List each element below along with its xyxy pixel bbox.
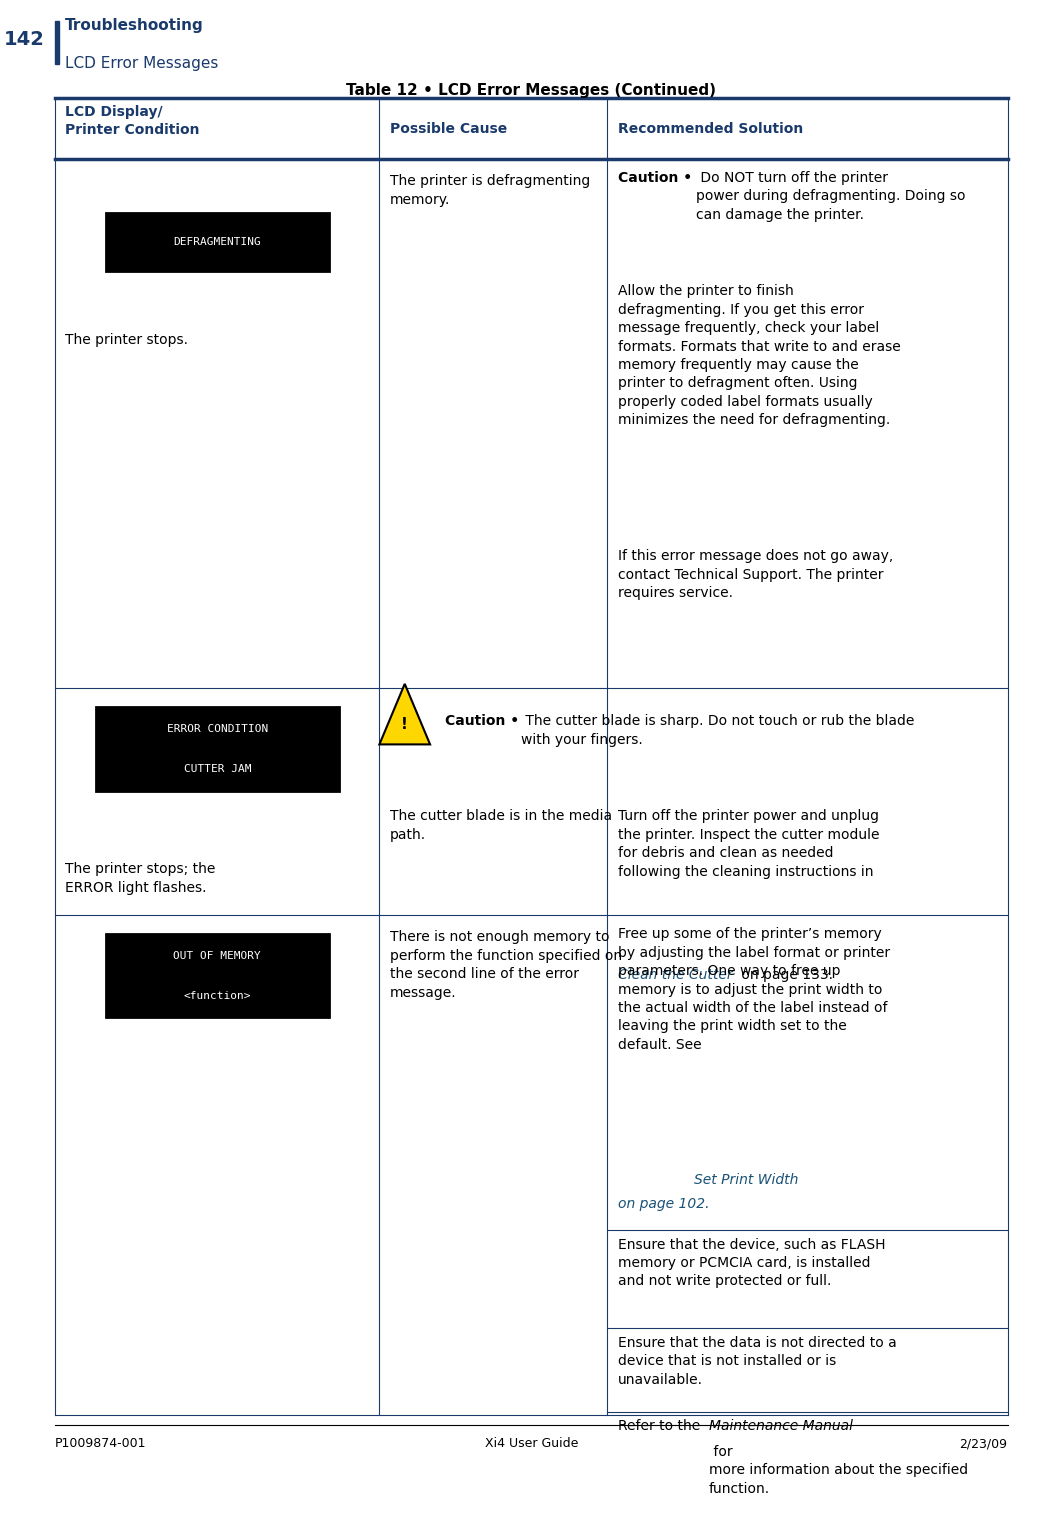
Text: Ensure that the data is not directed to a
device that is not installed or is
una: Ensure that the data is not directed to … [618, 1336, 896, 1387]
Text: 142: 142 [4, 30, 45, 48]
Text: 2/23/09: 2/23/09 [959, 1437, 1008, 1451]
Text: The printer stops; the
ERROR light flashes.: The printer stops; the ERROR light flash… [65, 862, 216, 894]
Text: Troubleshooting: Troubleshooting [65, 18, 204, 33]
Text: P1009874-001: P1009874-001 [55, 1437, 146, 1451]
Text: Caution •: Caution • [445, 714, 519, 728]
Polygon shape [380, 684, 430, 744]
FancyBboxPatch shape [106, 213, 329, 271]
Text: There is not enough memory to
perform the function specified on
the second line : There is not enough memory to perform th… [389, 930, 622, 1000]
Text: !: ! [402, 717, 408, 732]
Text: The cutter blade is in the media
path.: The cutter blade is in the media path. [389, 809, 611, 841]
Text: The printer is defragmenting
memory.: The printer is defragmenting memory. [389, 174, 590, 207]
Text: LCD Error Messages: LCD Error Messages [65, 56, 219, 71]
Text: on page 133.: on page 133. [737, 968, 834, 982]
Text: DEFRAGMENTING: DEFRAGMENTING [173, 238, 262, 247]
Text: CUTTER JAM: CUTTER JAM [184, 764, 251, 773]
Text: Allow the printer to finish
defragmenting. If you get this error
message frequen: Allow the printer to finish defragmentin… [618, 284, 900, 427]
Text: Possible Cause: Possible Cause [389, 121, 507, 136]
Text: Recommended Solution: Recommended Solution [618, 121, 802, 136]
Text: The cutter blade is sharp. Do not touch or rub the blade
with your fingers.: The cutter blade is sharp. Do not touch … [521, 714, 914, 746]
Text: If this error message does not go away,
contact Technical Support. The printer
r: If this error message does not go away, … [618, 549, 893, 601]
Text: OUT OF MEMORY: OUT OF MEMORY [173, 952, 262, 961]
Text: Do NOT turn off the printer
power during defragmenting. Doing so
can damage the : Do NOT turn off the printer power during… [695, 171, 965, 222]
Text: Caution •: Caution • [618, 171, 691, 185]
FancyBboxPatch shape [95, 708, 338, 790]
Text: ERROR CONDITION: ERROR CONDITION [167, 725, 268, 734]
Text: on page 102.: on page 102. [618, 1197, 709, 1210]
Text: Set Print Width: Set Print Width [693, 1173, 798, 1186]
Text: The printer stops.: The printer stops. [65, 333, 188, 346]
Text: Table 12 • LCD Error Messages (Continued): Table 12 • LCD Error Messages (Continued… [347, 83, 716, 98]
Bar [55, 98, 1008, 159]
Text: Xi4 User Guide: Xi4 User Guide [485, 1437, 578, 1451]
Bar [55, 21, 59, 64]
Text: Clean the Cutter: Clean the Cutter [618, 968, 732, 982]
Text: Maintenance Manual: Maintenance Manual [709, 1419, 852, 1433]
Text: for
more information about the specified
function.: for more information about the specified… [709, 1445, 967, 1496]
Text: LCD Display/
Printer Condition: LCD Display/ Printer Condition [65, 104, 199, 138]
Text: Refer to the: Refer to the [618, 1419, 704, 1433]
Text: Free up some of the printer’s memory
by adjusting the label format or printer
pa: Free up some of the printer’s memory by … [618, 927, 890, 1052]
Text: Ensure that the device, such as FLASH
memory or PCMCIA card, is installed
and no: Ensure that the device, such as FLASH me… [618, 1238, 885, 1289]
Text: <function>: <function> [184, 991, 251, 1000]
FancyBboxPatch shape [106, 935, 329, 1018]
Text: Turn off the printer power and unplug
the printer. Inspect the cutter module
for: Turn off the printer power and unplug th… [618, 809, 879, 897]
